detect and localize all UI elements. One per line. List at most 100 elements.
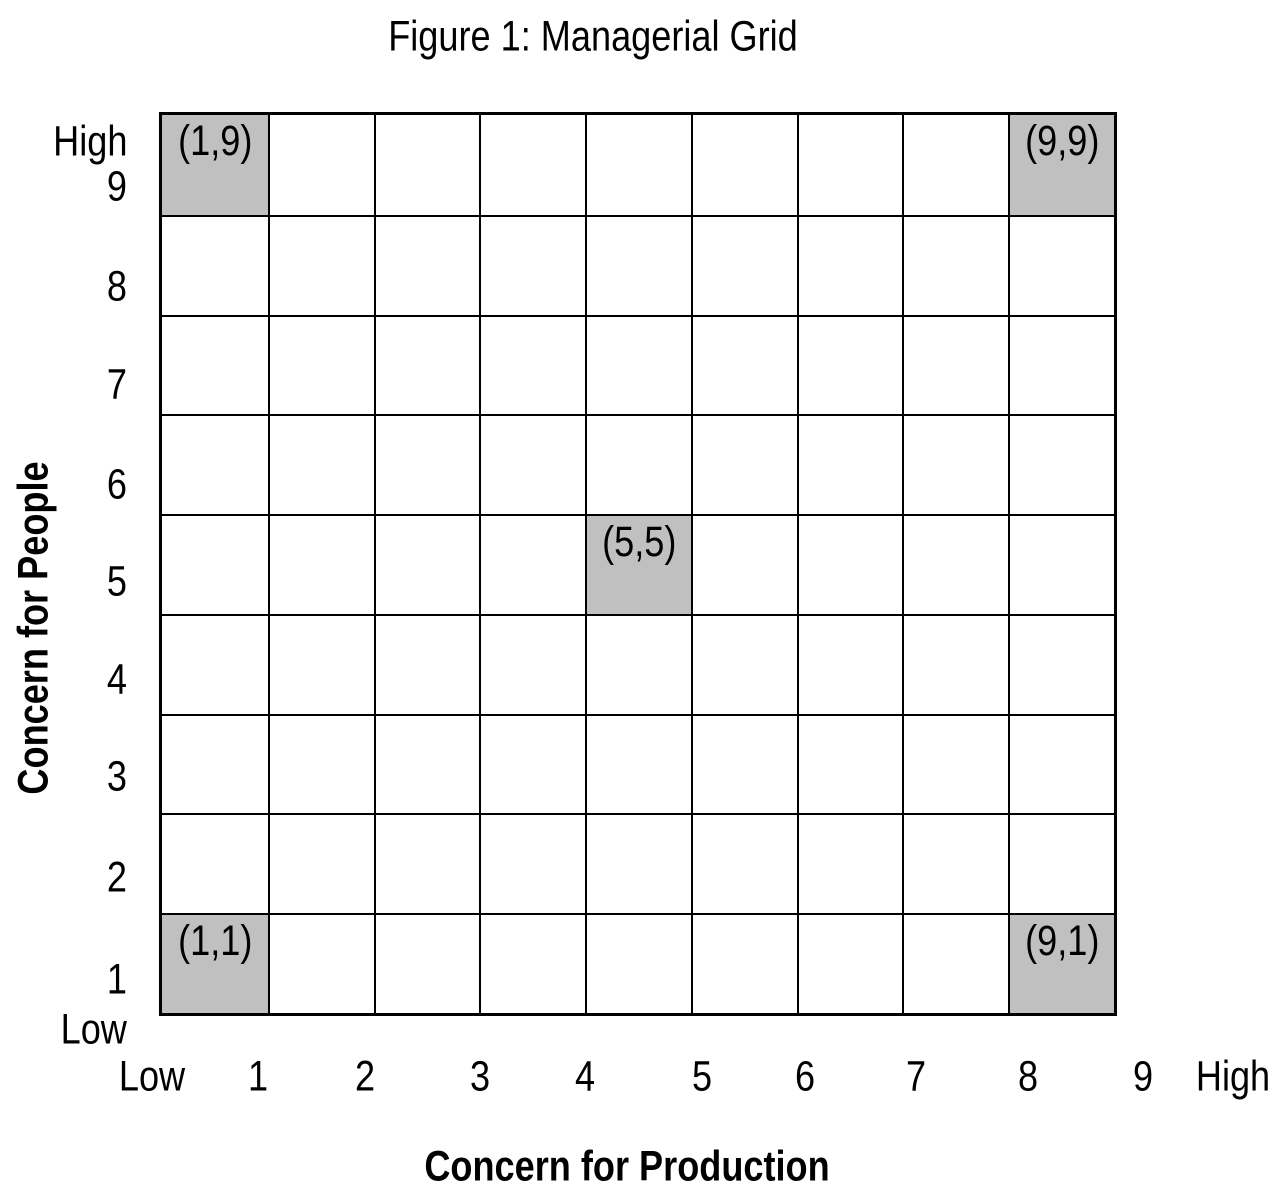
grid-cell	[1008, 314, 1114, 415]
grid-cell	[162, 813, 268, 914]
grid-cell-label-text: (9,1)	[1024, 917, 1100, 966]
grid-cell	[162, 214, 268, 315]
grid-cell	[796, 713, 903, 814]
grid-cell-1-9: (1,9)	[162, 115, 268, 215]
grid-cell	[479, 713, 586, 814]
grid-cell	[690, 214, 797, 315]
grid-cell	[796, 913, 903, 1013]
x-tick-label: 6	[794, 1052, 816, 1101]
grid-cell	[162, 713, 268, 814]
x-axis-title-text: Concern for Production	[424, 1142, 830, 1191]
grid-cell-label-text: (1,1)	[177, 917, 253, 966]
grid-cell	[902, 214, 1009, 315]
y-tick-4: 4	[0, 655, 127, 704]
y-tick-9: 9	[0, 162, 127, 211]
grid-cell	[479, 514, 586, 614]
grid-cell	[479, 913, 586, 1013]
y-tick-label: 5	[106, 557, 127, 606]
grid-cell	[796, 414, 903, 515]
managerial-grid: (1,9) (9,9) (5,5) (1,1) (9,1)	[159, 112, 1117, 1016]
grid-cell	[373, 713, 480, 814]
grid-cell	[585, 813, 691, 914]
y-axis-title-text: Concern for People	[9, 461, 58, 795]
grid-cell	[690, 314, 797, 415]
grid-cell	[1008, 813, 1114, 914]
grid-cell	[585, 713, 691, 814]
grid-cell	[1008, 214, 1114, 315]
grid-cell	[373, 414, 480, 515]
x-tick-3: 3	[468, 1052, 492, 1101]
grid-cell-label: (1,1)	[162, 920, 268, 963]
y-tick-label: 4	[106, 655, 127, 704]
grid-cell	[373, 613, 480, 714]
grid-cell	[902, 514, 1009, 614]
grid-cell	[373, 913, 480, 1013]
grid-cell	[267, 913, 374, 1013]
grid-cell	[902, 713, 1009, 814]
x-tick-9: 9	[1131, 1055, 1155, 1099]
grid-cell	[373, 214, 480, 315]
x-tick-high: High	[1189, 1055, 1277, 1099]
grid-cell	[267, 314, 374, 415]
y-tick-6: 6	[0, 463, 127, 507]
y-tick-label: 3	[106, 752, 127, 801]
x-tick-label: 3	[469, 1052, 491, 1101]
grid-cell	[267, 115, 374, 215]
y-tick-label: 9	[106, 162, 127, 211]
y-tick-3: 3	[0, 752, 127, 801]
grid-cell	[1008, 414, 1114, 515]
grid-cell	[585, 314, 691, 415]
grid-cell	[690, 514, 797, 614]
grid-cell	[267, 613, 374, 714]
grid-cell	[373, 115, 480, 215]
x-tick-2: 2	[353, 1055, 377, 1099]
grid-cell	[162, 314, 268, 415]
x-tick-7: 7	[904, 1052, 928, 1101]
y-tick-1: 1	[0, 955, 127, 1004]
y-tick-label: Low	[60, 1005, 127, 1054]
grid-cell-label-text: (5,5)	[601, 518, 677, 567]
grid-cell	[1008, 613, 1114, 714]
grid-cell	[373, 314, 480, 415]
grid-cell	[585, 414, 691, 515]
grid-cell	[267, 414, 374, 515]
y-tick-label: 1	[106, 955, 127, 1004]
grid-cell	[585, 613, 691, 714]
grid-cell	[479, 314, 586, 415]
grid-cell-label-text: (1,9)	[177, 117, 253, 165]
grid-cell	[162, 514, 268, 614]
grid-cell-label-text: (9,9)	[1024, 117, 1100, 165]
x-tick-1: 1	[246, 1052, 270, 1101]
grid-cell	[902, 913, 1009, 1013]
y-tick-label: 8	[106, 262, 127, 311]
grid-cell	[1008, 514, 1114, 614]
grid-cell	[902, 813, 1009, 914]
x-tick-label: 8	[1017, 1052, 1039, 1101]
grid-cell	[585, 115, 691, 215]
grid-cell	[373, 514, 480, 614]
grid-cell	[690, 613, 797, 714]
grid-cell	[902, 314, 1009, 415]
grid-cell	[902, 414, 1009, 515]
grid-cell	[585, 913, 691, 1013]
grid-cell	[267, 514, 374, 614]
grid-cell	[267, 713, 374, 814]
grid-cell	[162, 613, 268, 714]
grid-cell	[796, 514, 903, 614]
grid-cell-5-5: (5,5)	[585, 514, 691, 614]
x-tick-label: 7	[905, 1052, 927, 1101]
grid-cell	[479, 613, 586, 714]
grid-cell-9-9: (9,9)	[1008, 115, 1114, 215]
x-axis-title: Concern for Production	[386, 1142, 869, 1191]
grid-cell	[1008, 713, 1114, 814]
grid-cell	[479, 414, 586, 515]
grid-cell	[690, 813, 797, 914]
grid-cell	[902, 613, 1009, 714]
y-tick-5: 5	[0, 557, 127, 606]
grid-cell	[479, 813, 586, 914]
x-tick-6: 6	[793, 1052, 817, 1101]
grid-cell	[373, 813, 480, 914]
y-tick-label: 2	[106, 853, 127, 902]
x-tick-label: 1	[247, 1052, 269, 1101]
grid-cell	[162, 414, 268, 515]
